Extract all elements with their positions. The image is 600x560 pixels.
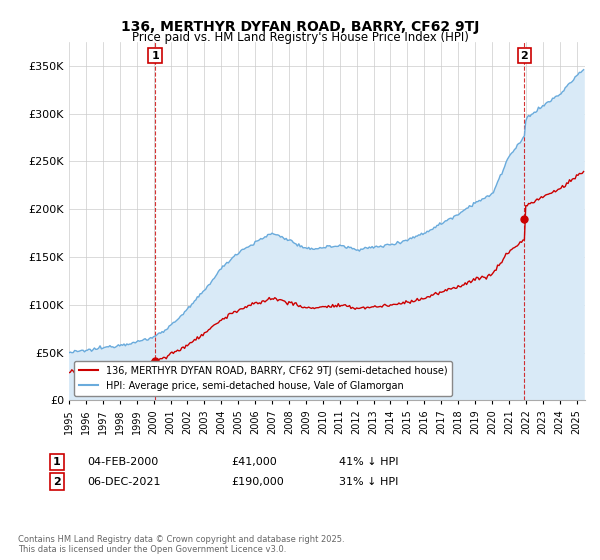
Legend: 136, MERTHYR DYFAN ROAD, BARRY, CF62 9TJ (semi-detached house), HPI: Average pri: 136, MERTHYR DYFAN ROAD, BARRY, CF62 9TJ…	[74, 361, 452, 395]
Text: 136, MERTHYR DYFAN ROAD, BARRY, CF62 9TJ: 136, MERTHYR DYFAN ROAD, BARRY, CF62 9TJ	[121, 20, 479, 34]
Text: Contains HM Land Registry data © Crown copyright and database right 2025.
This d: Contains HM Land Registry data © Crown c…	[18, 535, 344, 554]
Text: 2: 2	[521, 50, 529, 60]
Text: 41% ↓ HPI: 41% ↓ HPI	[339, 457, 398, 467]
Text: 06-DEC-2021: 06-DEC-2021	[87, 477, 161, 487]
Text: 04-FEB-2000: 04-FEB-2000	[87, 457, 158, 467]
Text: £41,000: £41,000	[231, 457, 277, 467]
Text: £190,000: £190,000	[231, 477, 284, 487]
Text: 1: 1	[151, 50, 159, 60]
Text: 2: 2	[53, 477, 61, 487]
Text: Price paid vs. HM Land Registry's House Price Index (HPI): Price paid vs. HM Land Registry's House …	[131, 31, 469, 44]
Text: 1: 1	[53, 457, 61, 467]
Text: 31% ↓ HPI: 31% ↓ HPI	[339, 477, 398, 487]
